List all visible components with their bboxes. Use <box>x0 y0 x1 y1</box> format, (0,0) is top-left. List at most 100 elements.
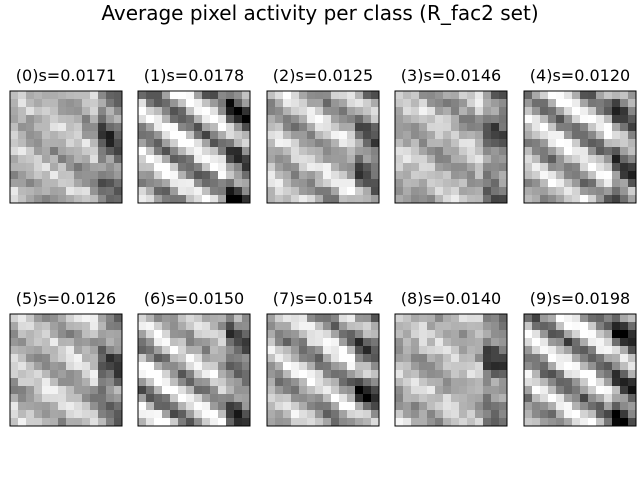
heatmap-cell <box>371 195 380 204</box>
heatmap-cell <box>540 131 549 140</box>
heatmap-cell <box>34 91 43 100</box>
heatmap-cell <box>347 362 356 371</box>
heatmap-cell <box>443 179 452 188</box>
heatmap-cell <box>620 402 629 411</box>
heatmap-cell <box>339 99 348 108</box>
heatmap-cell <box>548 107 557 116</box>
heatmap-cell <box>74 354 83 363</box>
heatmap-cell <box>202 123 211 132</box>
heatmap-cell <box>532 378 541 387</box>
heatmap-cell <box>162 402 171 411</box>
heatmap-cell <box>347 418 356 427</box>
heatmap-cell <box>18 394 27 403</box>
heatmap-cell <box>210 362 219 371</box>
heatmap-cell <box>138 171 147 180</box>
heatmap-cell <box>564 346 573 355</box>
heatmap-cell <box>451 115 460 124</box>
heatmap-cell <box>612 346 621 355</box>
heatmap-cell <box>628 171 637 180</box>
heatmap-cell <box>66 139 75 148</box>
heatmap-cell <box>572 322 581 331</box>
heatmap-cell <box>467 402 476 411</box>
heatmap-cell <box>10 139 19 148</box>
heatmap-cell <box>82 402 91 411</box>
heatmap-cell <box>411 330 420 339</box>
heatmap-cell <box>620 107 629 116</box>
heatmap-cell <box>411 402 420 411</box>
heatmap-cell <box>451 171 460 180</box>
heatmap-cell <box>596 354 605 363</box>
heatmap-cell <box>90 378 99 387</box>
heatmap-cell <box>499 370 508 379</box>
heatmap-cell <box>186 107 195 116</box>
heatmap-cell <box>18 354 27 363</box>
heatmap-cell <box>395 123 404 132</box>
heatmap-cell <box>307 91 316 100</box>
heatmap-cell <box>403 107 412 116</box>
heatmap-cell <box>58 386 67 395</box>
heatmap-cell <box>146 394 155 403</box>
heatmap-cell <box>82 338 91 347</box>
heatmap-cell <box>331 163 340 172</box>
heatmap-panel-4: (4)s=0.0120 <box>523 66 637 204</box>
heatmap-cell <box>315 155 324 164</box>
heatmap-cell <box>315 386 324 395</box>
heatmap-cell <box>10 370 19 379</box>
heatmap-cell <box>491 139 500 148</box>
heatmap-cell <box>483 187 492 196</box>
heatmap-cell <box>242 418 251 427</box>
heatmap-cell <box>540 354 549 363</box>
panel-frame <box>266 313 380 427</box>
heatmap-cell <box>178 386 187 395</box>
heatmap-cell <box>226 139 235 148</box>
heatmap-cell <box>162 346 171 355</box>
heatmap-cell <box>556 322 565 331</box>
heatmap-cell <box>98 410 107 419</box>
heatmap-cell <box>395 187 404 196</box>
heatmap-cell <box>604 187 613 196</box>
heatmap-cell <box>42 354 51 363</box>
heatmap-cell <box>202 410 211 419</box>
heatmap-cell <box>499 354 508 363</box>
heatmap-cell <box>202 99 211 108</box>
heatmap-cell <box>419 394 428 403</box>
heatmap-cell <box>186 338 195 347</box>
heatmap-cell <box>524 123 533 132</box>
heatmap-cell <box>427 107 436 116</box>
heatmap-cell <box>307 330 316 339</box>
heatmap-cell <box>66 338 75 347</box>
heatmap-cell <box>66 394 75 403</box>
heatmap-cell <box>427 91 436 100</box>
heatmap-cell <box>58 155 67 164</box>
heatmap-cell <box>299 131 308 140</box>
heatmap-cell <box>323 322 332 331</box>
heatmap-cell <box>10 402 19 411</box>
heatmap-cell <box>564 354 573 363</box>
heatmap-cell <box>491 314 500 323</box>
heatmap-cell <box>411 354 420 363</box>
heatmap-cell <box>331 179 340 188</box>
heatmap-cell <box>499 378 508 387</box>
heatmap-cell <box>323 362 332 371</box>
heatmap-cell <box>106 346 115 355</box>
heatmap-cell <box>90 147 99 156</box>
heatmap-cell <box>403 330 412 339</box>
heatmap-cell <box>299 402 308 411</box>
heatmap-cell <box>291 338 300 347</box>
heatmap-cell <box>572 394 581 403</box>
heatmap-cell <box>58 91 67 100</box>
heatmap-cell <box>186 386 195 395</box>
heatmap-cell <box>532 99 541 108</box>
heatmap-cell <box>532 322 541 331</box>
heatmap-cell <box>154 171 163 180</box>
heatmap-cell <box>170 410 179 419</box>
heatmap-cell <box>162 187 171 196</box>
heatmap-cell <box>267 131 276 140</box>
heatmap-cell <box>548 338 557 347</box>
heatmap-cell <box>74 179 83 188</box>
heatmap-cell <box>50 338 59 347</box>
heatmap-cell <box>307 179 316 188</box>
heatmap-cell <box>106 99 115 108</box>
heatmap-cell <box>475 378 484 387</box>
heatmap-cell <box>226 386 235 395</box>
